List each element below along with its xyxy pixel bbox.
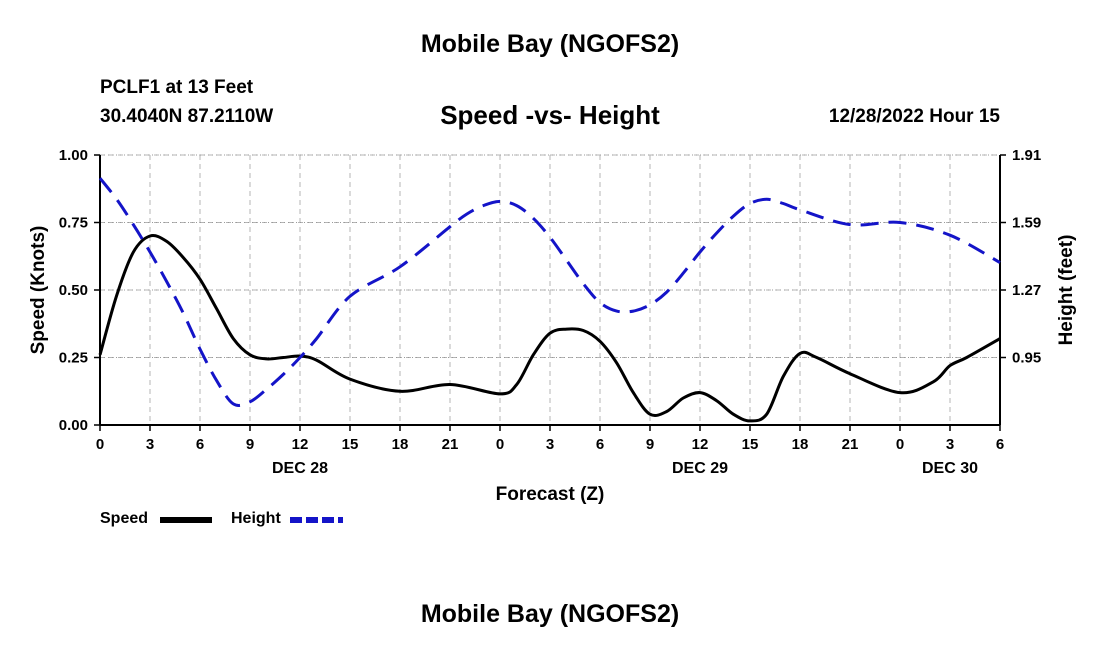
x-tick-label: 6 (196, 436, 204, 453)
y2-tick-label: 0.95 (1012, 350, 1041, 367)
x-axis-label: Forecast (Z) (496, 484, 605, 505)
y-axis-label: Speed (Knots) (28, 226, 49, 355)
x-tick-label: 0 (96, 436, 104, 453)
repeat-title: Mobile Bay (NGOFS2) (420, 600, 680, 628)
forecast-timestamp: 12/28/2022 Hour 15 (828, 106, 1000, 127)
x-tick-label: 15 (342, 436, 359, 453)
y-tick-label: 0.00 (59, 417, 88, 434)
x-tick-label: 15 (742, 436, 759, 453)
page-title: Mobile Bay (NGOFS2) (420, 30, 680, 58)
y-tick-label: 1.00 (59, 147, 88, 164)
x-tick-label: 9 (246, 436, 254, 453)
x-tick-label: 18 (792, 436, 809, 453)
date-label: DEC 30 (922, 460, 978, 477)
y2-tick-label: 1.27 (1012, 282, 1041, 299)
x-tick-label: 21 (842, 436, 859, 453)
x-tick-label: 12 (692, 436, 709, 453)
station-coordinates: 30.4040N 87.2110W (100, 106, 274, 127)
station-name: PCLF1 at 13 Feet (100, 77, 254, 98)
y2-axis-label: Height (feet) (1056, 235, 1077, 346)
legend-height-label: Height (231, 510, 281, 527)
y2-tick-label: 1.91 (1012, 147, 1041, 164)
x-tick-label: 21 (442, 436, 459, 453)
x-tick-label: 12 (292, 436, 309, 453)
date-label: DEC 28 (272, 460, 328, 477)
series-line-height (98, 177, 1001, 407)
x-tick-label: 3 (946, 436, 954, 453)
x-tick-label: 3 (146, 436, 154, 453)
x-tick-label: 3 (546, 436, 554, 453)
y-tick-label: 0.75 (59, 215, 88, 232)
series-line-speed (98, 234, 1001, 423)
x-tick-label: 0 (496, 436, 504, 453)
x-tick-label: 9 (646, 436, 654, 453)
y2-tick-label: 1.59 (1012, 215, 1041, 232)
y-tick-label: 0.25 (59, 350, 88, 367)
x-tick-label: 0 (896, 436, 904, 453)
x-tick-label: 6 (596, 436, 604, 453)
date-label: DEC 29 (672, 460, 728, 477)
y-tick-label: 0.50 (59, 282, 88, 299)
legend-speed-label: Speed (100, 510, 149, 527)
chart-title: Speed -vs- Height (440, 100, 660, 130)
x-tick-label: 18 (392, 436, 409, 453)
x-tick-label: 6 (996, 436, 1004, 453)
